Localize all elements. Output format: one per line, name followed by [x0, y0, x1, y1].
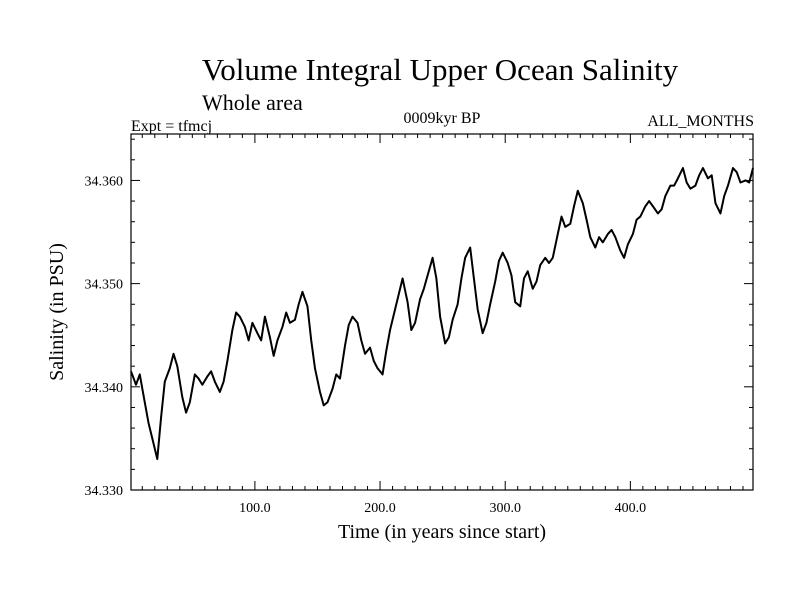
chart-title: Volume Integral Upper Ocean Salinity [202, 52, 679, 87]
months-label: ALL_MONTHS [647, 113, 754, 130]
y-tick-label: 34.330 [85, 484, 124, 499]
axis-ticks [131, 134, 753, 491]
x-tick-label: 100.0 [239, 501, 271, 516]
plot-frame [130, 133, 754, 491]
axis-tick-labels: 100.0 200.0 300.0 400.0 34.330 34.340 34.350 34… [85, 174, 647, 516]
x-axis-label: Time (in years since start) [338, 521, 546, 543]
x-tick-label: 300.0 [489, 501, 521, 516]
x-tick-label: 200.0 [364, 501, 396, 516]
experiment-label: Expt = tfmcj [131, 118, 212, 135]
y-axis-label: Salinity (in PSU) [46, 243, 68, 381]
x-tick-label: 400.0 [615, 501, 647, 516]
salinity-series-line [130, 167, 754, 461]
y-tick-label: 34.350 [85, 278, 124, 293]
chart-subtitle: Whole area [202, 90, 303, 115]
y-tick-label: 34.340 [85, 381, 124, 396]
y-tick-label: 34.360 [85, 174, 124, 189]
period-label: 0009kyr BP [404, 110, 481, 127]
